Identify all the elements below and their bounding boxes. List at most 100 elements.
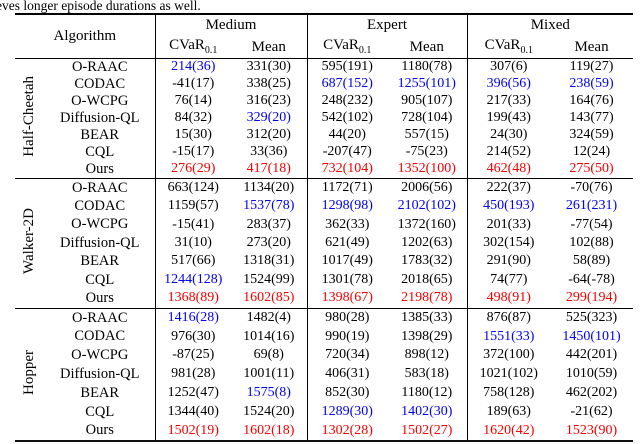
value-cell: 329(20) bbox=[231, 110, 308, 127]
value-cell: 990(19) bbox=[325, 328, 370, 344]
section-half-cheetah: Half-Cheetah O-RAAC 214(36) 331(30) 595(191)… bbox=[15, 58, 634, 179]
value-cell: -15(17) bbox=[172, 144, 215, 160]
value-cell: -15(41) bbox=[172, 216, 215, 232]
value-cell: -21(62) bbox=[570, 403, 613, 419]
value-cell: 981(28) bbox=[171, 366, 216, 382]
algorithm-name: Ours bbox=[45, 289, 156, 309]
table-row: O-WCPG -87(25) 69(8) 720(34) 898(12) 372(100)… bbox=[15, 346, 633, 366]
value-cell: 214(36) bbox=[171, 59, 216, 75]
value-cell: 462(202) bbox=[565, 384, 618, 400]
value-cell: 720(34) bbox=[325, 347, 370, 363]
value-cell: 217(33) bbox=[486, 93, 531, 109]
value-cell: 1202(63) bbox=[387, 234, 468, 253]
table-row: Diffusion-QL 84(32) 329(20) 542(102) 728(104… bbox=[15, 110, 633, 127]
mean-header-expert: Mean bbox=[387, 37, 468, 59]
value-cell: 1783(32) bbox=[387, 252, 468, 271]
table-row: Ours 276(29) 417(18) 732(104) 1352(100) 462(4… bbox=[15, 161, 633, 179]
value-cell: 299(194) bbox=[565, 290, 618, 306]
value-cell: 275(50) bbox=[569, 161, 614, 177]
value-cell: 84(32) bbox=[174, 110, 212, 126]
value-cell: 331(30) bbox=[231, 58, 308, 76]
algorithm-name: O-RAAC bbox=[45, 308, 156, 328]
value-cell: 1180(12) bbox=[387, 383, 468, 403]
env-label-half-cheetah: Half-Cheetah bbox=[15, 59, 45, 179]
value-cell: 1482(4) bbox=[231, 308, 308, 328]
value-cell: 687(152) bbox=[321, 76, 373, 92]
table-row: O-WCPG 76(14) 316(23) 248(232) 905(107) 217(3… bbox=[15, 93, 633, 110]
algorithm-name: O-WCPG bbox=[45, 215, 156, 235]
value-cell: 1244(128) bbox=[164, 271, 223, 287]
value-cell: 1502(19) bbox=[167, 422, 219, 438]
value-cell: 214(52) bbox=[486, 144, 531, 160]
value-cell: 621(49) bbox=[325, 235, 370, 251]
env-label-text: Half-Cheetah bbox=[21, 75, 38, 157]
value-cell: 498(91) bbox=[486, 290, 531, 306]
algorithm-name: BEAR bbox=[45, 383, 156, 403]
value-cell: 1385(33) bbox=[387, 308, 468, 328]
table-row: BEAR 517(66) 1318(31) 1017(49) 1783(32) 291(9… bbox=[15, 252, 633, 271]
value-cell: 15(30) bbox=[174, 127, 212, 143]
value-cell: 273(20) bbox=[231, 234, 308, 253]
value-cell: 324(59) bbox=[569, 127, 614, 143]
value-cell: 1398(29) bbox=[387, 327, 468, 347]
algorithm-name: CODAC bbox=[45, 197, 156, 216]
value-cell: 542(102) bbox=[321, 110, 373, 126]
value-cell: 876(87) bbox=[486, 309, 531, 325]
results-table: Algorithm Medium Expert Mixed CVaR0.1 Me… bbox=[15, 13, 634, 443]
value-cell: -87(25) bbox=[172, 347, 215, 363]
value-cell: 557(15) bbox=[387, 127, 468, 144]
value-cell: 58(89) bbox=[572, 253, 611, 269]
value-cell: 1368(89) bbox=[167, 290, 219, 306]
env-label-text: Walker-2D bbox=[21, 207, 38, 274]
value-cell: 1021(102) bbox=[479, 366, 538, 382]
value-cell: 33(36) bbox=[231, 144, 308, 161]
value-cell: 517(66) bbox=[171, 253, 216, 269]
value-cell: 1372(160) bbox=[387, 215, 468, 235]
value-cell: 1602(85) bbox=[231, 289, 308, 309]
value-cell: 1575(8) bbox=[231, 383, 308, 403]
value-cell: 1017(49) bbox=[321, 253, 373, 269]
value-cell: 338(25) bbox=[231, 76, 308, 93]
table-row: Diffusion-QL 31(10) 273(20) 621(49) 1202(63)… bbox=[15, 234, 633, 253]
value-cell: 1402(30) bbox=[387, 402, 468, 422]
table-row: Walker-2D O-RAAC 663(124) 1134(20) 1172(71) 2… bbox=[15, 178, 633, 274]
table-row: Ours 1502(19) 1602(18) 1302(28) 1502(27) 1620… bbox=[15, 421, 633, 442]
value-cell: 1134(20) bbox=[231, 178, 308, 198]
table-row: CODAC 1159(57) 1537(78) 1298(98) 2102(102) 45… bbox=[15, 197, 633, 216]
algorithm-name: O-RAAC bbox=[45, 178, 156, 198]
env-label-walker-2d: Walker-2D bbox=[15, 179, 45, 309]
algorithm-name: Ours bbox=[45, 421, 156, 442]
value-cell: 1252(47) bbox=[167, 384, 219, 400]
table-row: BEAR 1252(47) 1575(8) 852(30) 1180(12) 758(12… bbox=[15, 383, 633, 403]
table-row: CODAC -41(17) 338(25) 687(152) 1255(101) 396(… bbox=[15, 76, 633, 93]
value-cell: 1302(28) bbox=[321, 422, 373, 438]
value-cell: 2198(78) bbox=[387, 289, 468, 309]
value-cell: 976(30) bbox=[171, 328, 216, 344]
value-cell: 1602(18) bbox=[231, 421, 308, 442]
value-cell: 302(154) bbox=[483, 235, 535, 251]
value-cell: 261(231) bbox=[565, 198, 618, 214]
value-cell: 102(88) bbox=[569, 235, 614, 251]
value-cell: 291(90) bbox=[486, 253, 531, 269]
value-cell: 201(33) bbox=[486, 216, 531, 232]
value-cell: 1352(100) bbox=[387, 161, 468, 179]
value-cell: 1014(16) bbox=[231, 327, 308, 347]
group-header-expert: Expert bbox=[307, 14, 468, 37]
cvar-subscript: 0.1 bbox=[204, 45, 218, 57]
value-cell: 905(107) bbox=[387, 93, 468, 110]
value-cell: 199(43) bbox=[486, 110, 531, 126]
value-cell: 1298(98) bbox=[321, 198, 373, 214]
value-cell: 238(59) bbox=[569, 76, 614, 92]
value-cell: -207(47) bbox=[322, 144, 372, 160]
value-cell: 525(323) bbox=[565, 309, 618, 325]
algorithm-name: CODAC bbox=[45, 327, 156, 347]
value-cell: 980(28) bbox=[325, 309, 370, 325]
algorithm-header: Algorithm bbox=[15, 14, 156, 59]
value-cell: 276(29) bbox=[171, 161, 216, 177]
value-cell: 732(104) bbox=[321, 161, 373, 177]
value-cell: 44(20) bbox=[328, 127, 366, 143]
table-row: Ours 1368(89) 1602(85) 1398(67) 2198(78) 498(… bbox=[15, 289, 633, 309]
cvar-label: CVaR bbox=[323, 37, 359, 54]
algorithm-name: Diffusion-QL bbox=[45, 234, 156, 253]
value-cell: 1523(90) bbox=[565, 422, 618, 438]
